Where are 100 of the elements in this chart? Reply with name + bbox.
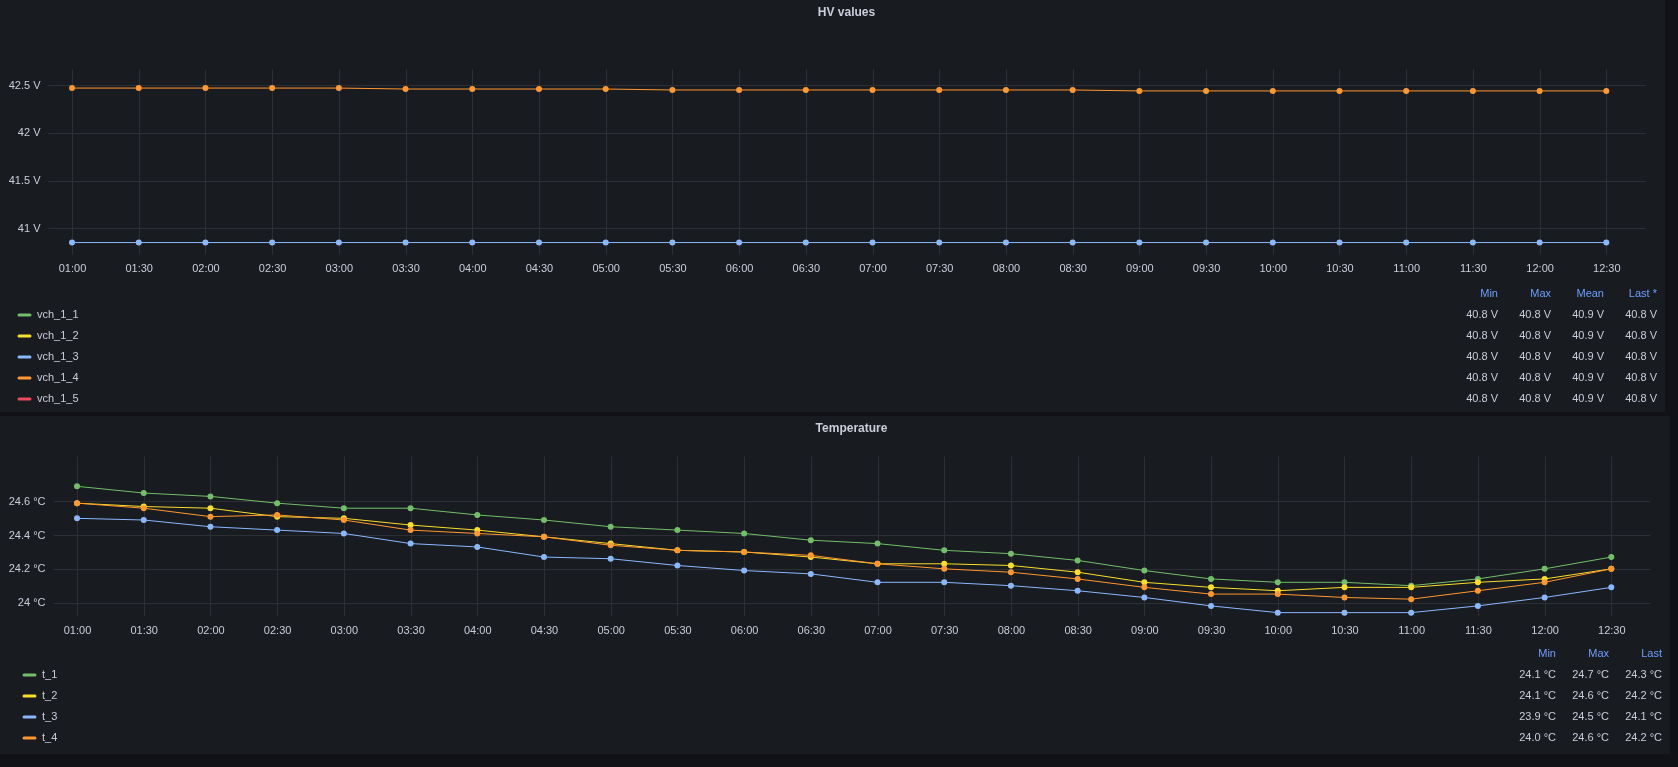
- y-tick-label: 41.5 V: [8, 174, 42, 187]
- x-tick-label: 12:30: [1598, 623, 1626, 636]
- chart-title: Temperature: [815, 421, 888, 435]
- x-tick-label: 08:00: [997, 623, 1026, 636]
- x-tick-label: 12:00: [1526, 261, 1554, 274]
- text: 40.8 V: [1519, 329, 1552, 341]
- text: 24.6 °C: [1572, 731, 1610, 743]
- text: 40.8 V: [1625, 392, 1658, 404]
- x-tick-label: 11:30: [1465, 623, 1492, 636]
- legend-label: t_3: [42, 710, 58, 722]
- x-tick-label: 02:30: [263, 623, 292, 636]
- text: 40.8 V: [1625, 350, 1658, 362]
- chart-title: HV values: [817, 5, 876, 19]
- legend-label: vch_1_2: [37, 329, 79, 341]
- text: 40.8 V: [1625, 329, 1658, 341]
- text: 40.8 V: [1519, 350, 1552, 362]
- x-tick-label: 11:00: [1398, 623, 1426, 636]
- x-tick-label: 09:00: [1126, 261, 1154, 274]
- x-tick-label: 12:00: [1531, 623, 1559, 636]
- x-tick-label: 03:30: [392, 261, 420, 274]
- text: Mean: [1576, 287, 1604, 299]
- x-tick-label: 10:00: [1264, 623, 1293, 636]
- text: 40.8 V: [1466, 329, 1499, 341]
- x-tick-label: 12:30: [1593, 261, 1621, 274]
- text: Max: [1530, 287, 1552, 299]
- y-tick-label: 41 V: [17, 221, 42, 234]
- x-tick-label: 10:30: [1331, 623, 1359, 636]
- x-tick-label: 09:00: [1131, 623, 1159, 636]
- x-tick-label: 07:00: [859, 261, 887, 274]
- legend-label: vch_1_1: [37, 308, 79, 320]
- text: 40.8 V: [1625, 308, 1658, 320]
- x-tick-label: 05:00: [592, 261, 620, 274]
- x-tick-label: 09:30: [1192, 261, 1221, 274]
- text: Last *: [1628, 287, 1658, 299]
- text: Max: [1588, 647, 1610, 659]
- y-tick-label: 42 V: [17, 126, 42, 139]
- text: 40.9 V: [1572, 350, 1605, 362]
- x-tick-label: 05:30: [659, 261, 687, 274]
- text: 24.6 °C: [1572, 689, 1610, 701]
- x-tick-label: 04:00: [459, 261, 487, 274]
- text: 40.8 V: [1519, 392, 1552, 404]
- text: 24.0 °C: [1519, 731, 1557, 743]
- x-tick-label: 11:30: [1460, 261, 1487, 274]
- x-tick-label: 08:30: [1064, 623, 1092, 636]
- x-tick-label: 06:00: [725, 261, 754, 274]
- x-tick-label: 03:30: [397, 623, 425, 636]
- y-tick-label: 42.5 V: [8, 78, 42, 91]
- x-tick-label: 03:00: [325, 261, 354, 274]
- text: 24.7 °C: [1572, 668, 1610, 680]
- y-tick-label: 24.4 °C: [8, 528, 46, 541]
- y-tick-label: 24 °C: [17, 596, 46, 609]
- x-tick-label: 07:30: [930, 623, 959, 636]
- x-tick-label: 01:30: [130, 623, 158, 636]
- x-tick-label: 10:30: [1326, 261, 1354, 274]
- text: 40.9 V: [1572, 371, 1605, 383]
- text: Min: [1538, 647, 1556, 659]
- x-tick-label: 01:00: [63, 623, 92, 636]
- text: 40.8 V: [1466, 308, 1499, 320]
- text: 24.2 °C: [1625, 731, 1663, 743]
- x-tick-label: 02:00: [197, 623, 225, 636]
- text: 40.9 V: [1572, 329, 1605, 341]
- x-tick-label: 02:30: [258, 261, 287, 274]
- text: 40.8 V: [1625, 371, 1658, 383]
- x-tick-label: 07:30: [925, 261, 954, 274]
- x-tick-label: 04:30: [530, 623, 559, 636]
- y-tick-label: 24.2 °C: [8, 562, 46, 575]
- text: 40.9 V: [1572, 308, 1605, 320]
- x-tick-label: 06:00: [730, 623, 759, 636]
- text: Last: [1641, 647, 1662, 659]
- x-tick-label: 01:00: [58, 261, 87, 274]
- x-tick-label: 08:00: [992, 261, 1021, 274]
- x-tick-label: 08:30: [1059, 261, 1087, 274]
- text: 40.8 V: [1519, 308, 1552, 320]
- text: Min: [1480, 287, 1498, 299]
- x-tick-label: 06:30: [792, 261, 821, 274]
- legend-label: vch_1_4: [37, 371, 79, 383]
- text: 40.8 V: [1466, 392, 1499, 404]
- x-tick-label: 04:00: [464, 623, 492, 636]
- x-tick-label: 03:00: [330, 623, 359, 636]
- legend-label: vch_1_3: [37, 350, 79, 362]
- x-tick-label: 07:00: [864, 623, 892, 636]
- x-tick-label: 10:00: [1259, 261, 1288, 274]
- x-tick-label: 05:00: [597, 623, 625, 636]
- text: 24.1 °C: [1519, 689, 1557, 701]
- text: 24.1 °C: [1519, 668, 1557, 680]
- x-tick-label: 02:00: [192, 261, 220, 274]
- text: 24.5 °C: [1572, 710, 1610, 722]
- text: 23.9 °C: [1519, 710, 1557, 722]
- x-tick-label: 06:30: [797, 623, 826, 636]
- legend-label: vch_1_5: [37, 392, 79, 404]
- text: 24.3 °C: [1625, 668, 1663, 680]
- x-tick-label: 11:00: [1393, 261, 1421, 274]
- text: 24.2 °C: [1625, 689, 1663, 701]
- text: 24.1 °C: [1625, 710, 1663, 722]
- x-tick-label: 05:30: [664, 623, 692, 636]
- legend-label: t_1: [42, 668, 58, 680]
- x-tick-label: 01:30: [125, 261, 153, 274]
- legend-label: t_2: [42, 689, 58, 701]
- text: 40.8 V: [1519, 371, 1552, 383]
- y-tick-label: 24.6 °C: [8, 494, 46, 507]
